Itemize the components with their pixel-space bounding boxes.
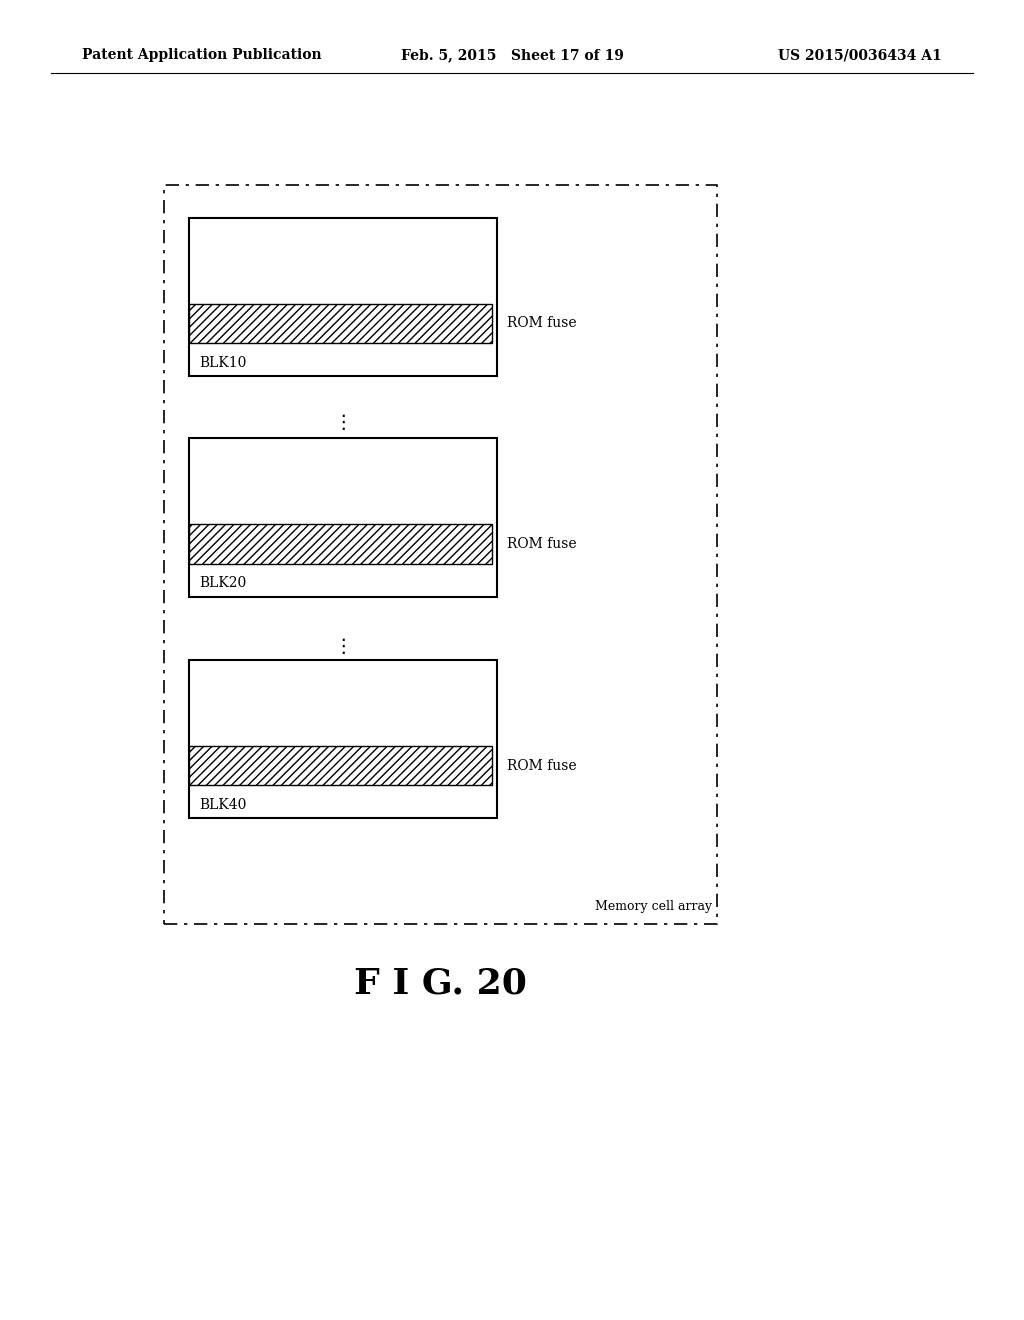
Text: Patent Application Publication: Patent Application Publication: [82, 49, 322, 62]
Text: ROM fuse: ROM fuse: [507, 759, 577, 772]
Text: US 2015/0036434 A1: US 2015/0036434 A1: [778, 49, 942, 62]
Text: ROM fuse: ROM fuse: [507, 537, 577, 550]
Text: F I G. 20: F I G. 20: [354, 966, 526, 1001]
Text: BLK10: BLK10: [200, 355, 247, 370]
Text: ⋮: ⋮: [333, 638, 353, 656]
Bar: [164, 185, 717, 924]
Text: ROM fuse: ROM fuse: [507, 317, 577, 330]
Text: Memory cell array: Memory cell array: [595, 900, 712, 913]
Bar: [189, 746, 492, 785]
Text: ⋮: ⋮: [333, 413, 353, 432]
Bar: [189, 218, 497, 376]
Bar: [189, 660, 497, 818]
Text: BLK20: BLK20: [200, 576, 247, 590]
Bar: [189, 438, 497, 597]
Text: BLK40: BLK40: [200, 797, 247, 812]
Bar: [189, 304, 492, 343]
Text: Feb. 5, 2015   Sheet 17 of 19: Feb. 5, 2015 Sheet 17 of 19: [400, 49, 624, 62]
Bar: [189, 524, 492, 564]
